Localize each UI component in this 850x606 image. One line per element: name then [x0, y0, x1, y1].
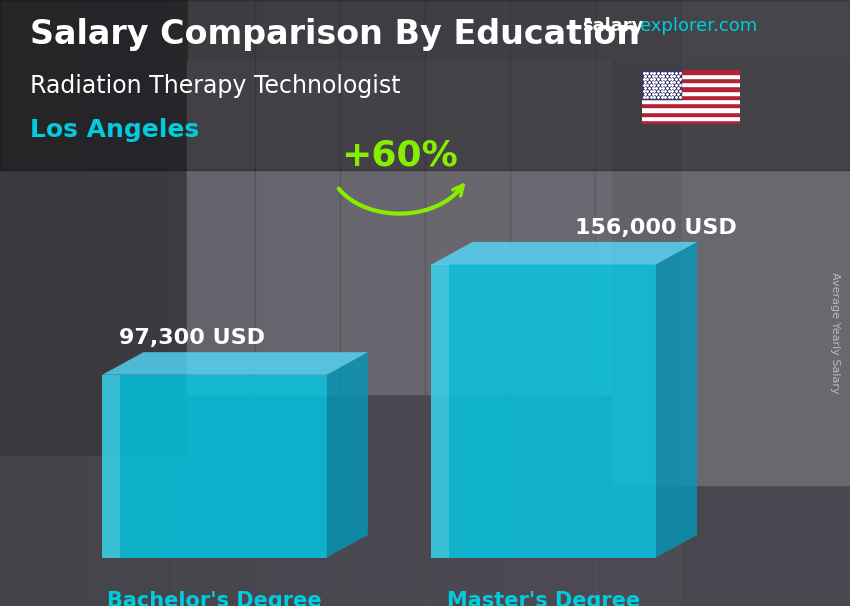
- Bar: [0, 0, 85, 606]
- Text: Master's Degree: Master's Degree: [447, 591, 640, 606]
- Bar: [340, 0, 425, 606]
- Bar: [642, 116, 740, 120]
- Bar: [612, 61, 850, 485]
- Bar: [642, 95, 740, 99]
- Bar: [642, 112, 740, 116]
- Text: Los Angeles: Los Angeles: [30, 118, 199, 142]
- Bar: [642, 91, 740, 95]
- Bar: [642, 70, 681, 99]
- Polygon shape: [102, 352, 368, 375]
- Text: Average Yearly Salary: Average Yearly Salary: [830, 273, 840, 394]
- Bar: [642, 87, 740, 91]
- Bar: [642, 74, 740, 78]
- Polygon shape: [326, 352, 368, 558]
- Bar: [642, 78, 740, 82]
- Text: Bachelor's Degree: Bachelor's Degree: [107, 591, 322, 606]
- Text: salary: salary: [582, 17, 643, 35]
- Bar: [85, 0, 170, 606]
- Bar: [0, 0, 850, 170]
- Bar: [170, 0, 255, 606]
- Polygon shape: [656, 242, 697, 558]
- Bar: [432, 264, 450, 558]
- Bar: [642, 120, 740, 124]
- Bar: [187, 61, 612, 394]
- Text: Salary Comparison By Education: Salary Comparison By Education: [30, 18, 640, 51]
- Text: +60%: +60%: [341, 138, 458, 172]
- Text: 97,300 USD: 97,300 USD: [119, 328, 265, 348]
- Bar: [102, 375, 326, 558]
- Text: Radiation Therapy Technologist: Radiation Therapy Technologist: [30, 74, 400, 98]
- Bar: [642, 70, 740, 74]
- Polygon shape: [432, 242, 697, 264]
- Bar: [102, 375, 121, 558]
- Bar: [432, 264, 656, 558]
- Bar: [595, 0, 680, 606]
- Bar: [642, 82, 740, 87]
- Bar: [0, 0, 850, 273]
- Bar: [510, 0, 595, 606]
- Bar: [0, 273, 850, 606]
- Bar: [642, 103, 740, 107]
- Bar: [425, 0, 510, 606]
- Text: explorer.com: explorer.com: [640, 17, 757, 35]
- Bar: [642, 107, 740, 112]
- Bar: [642, 99, 740, 103]
- Bar: [0, 0, 187, 454]
- Text: 156,000 USD: 156,000 USD: [575, 218, 737, 238]
- Bar: [255, 0, 340, 606]
